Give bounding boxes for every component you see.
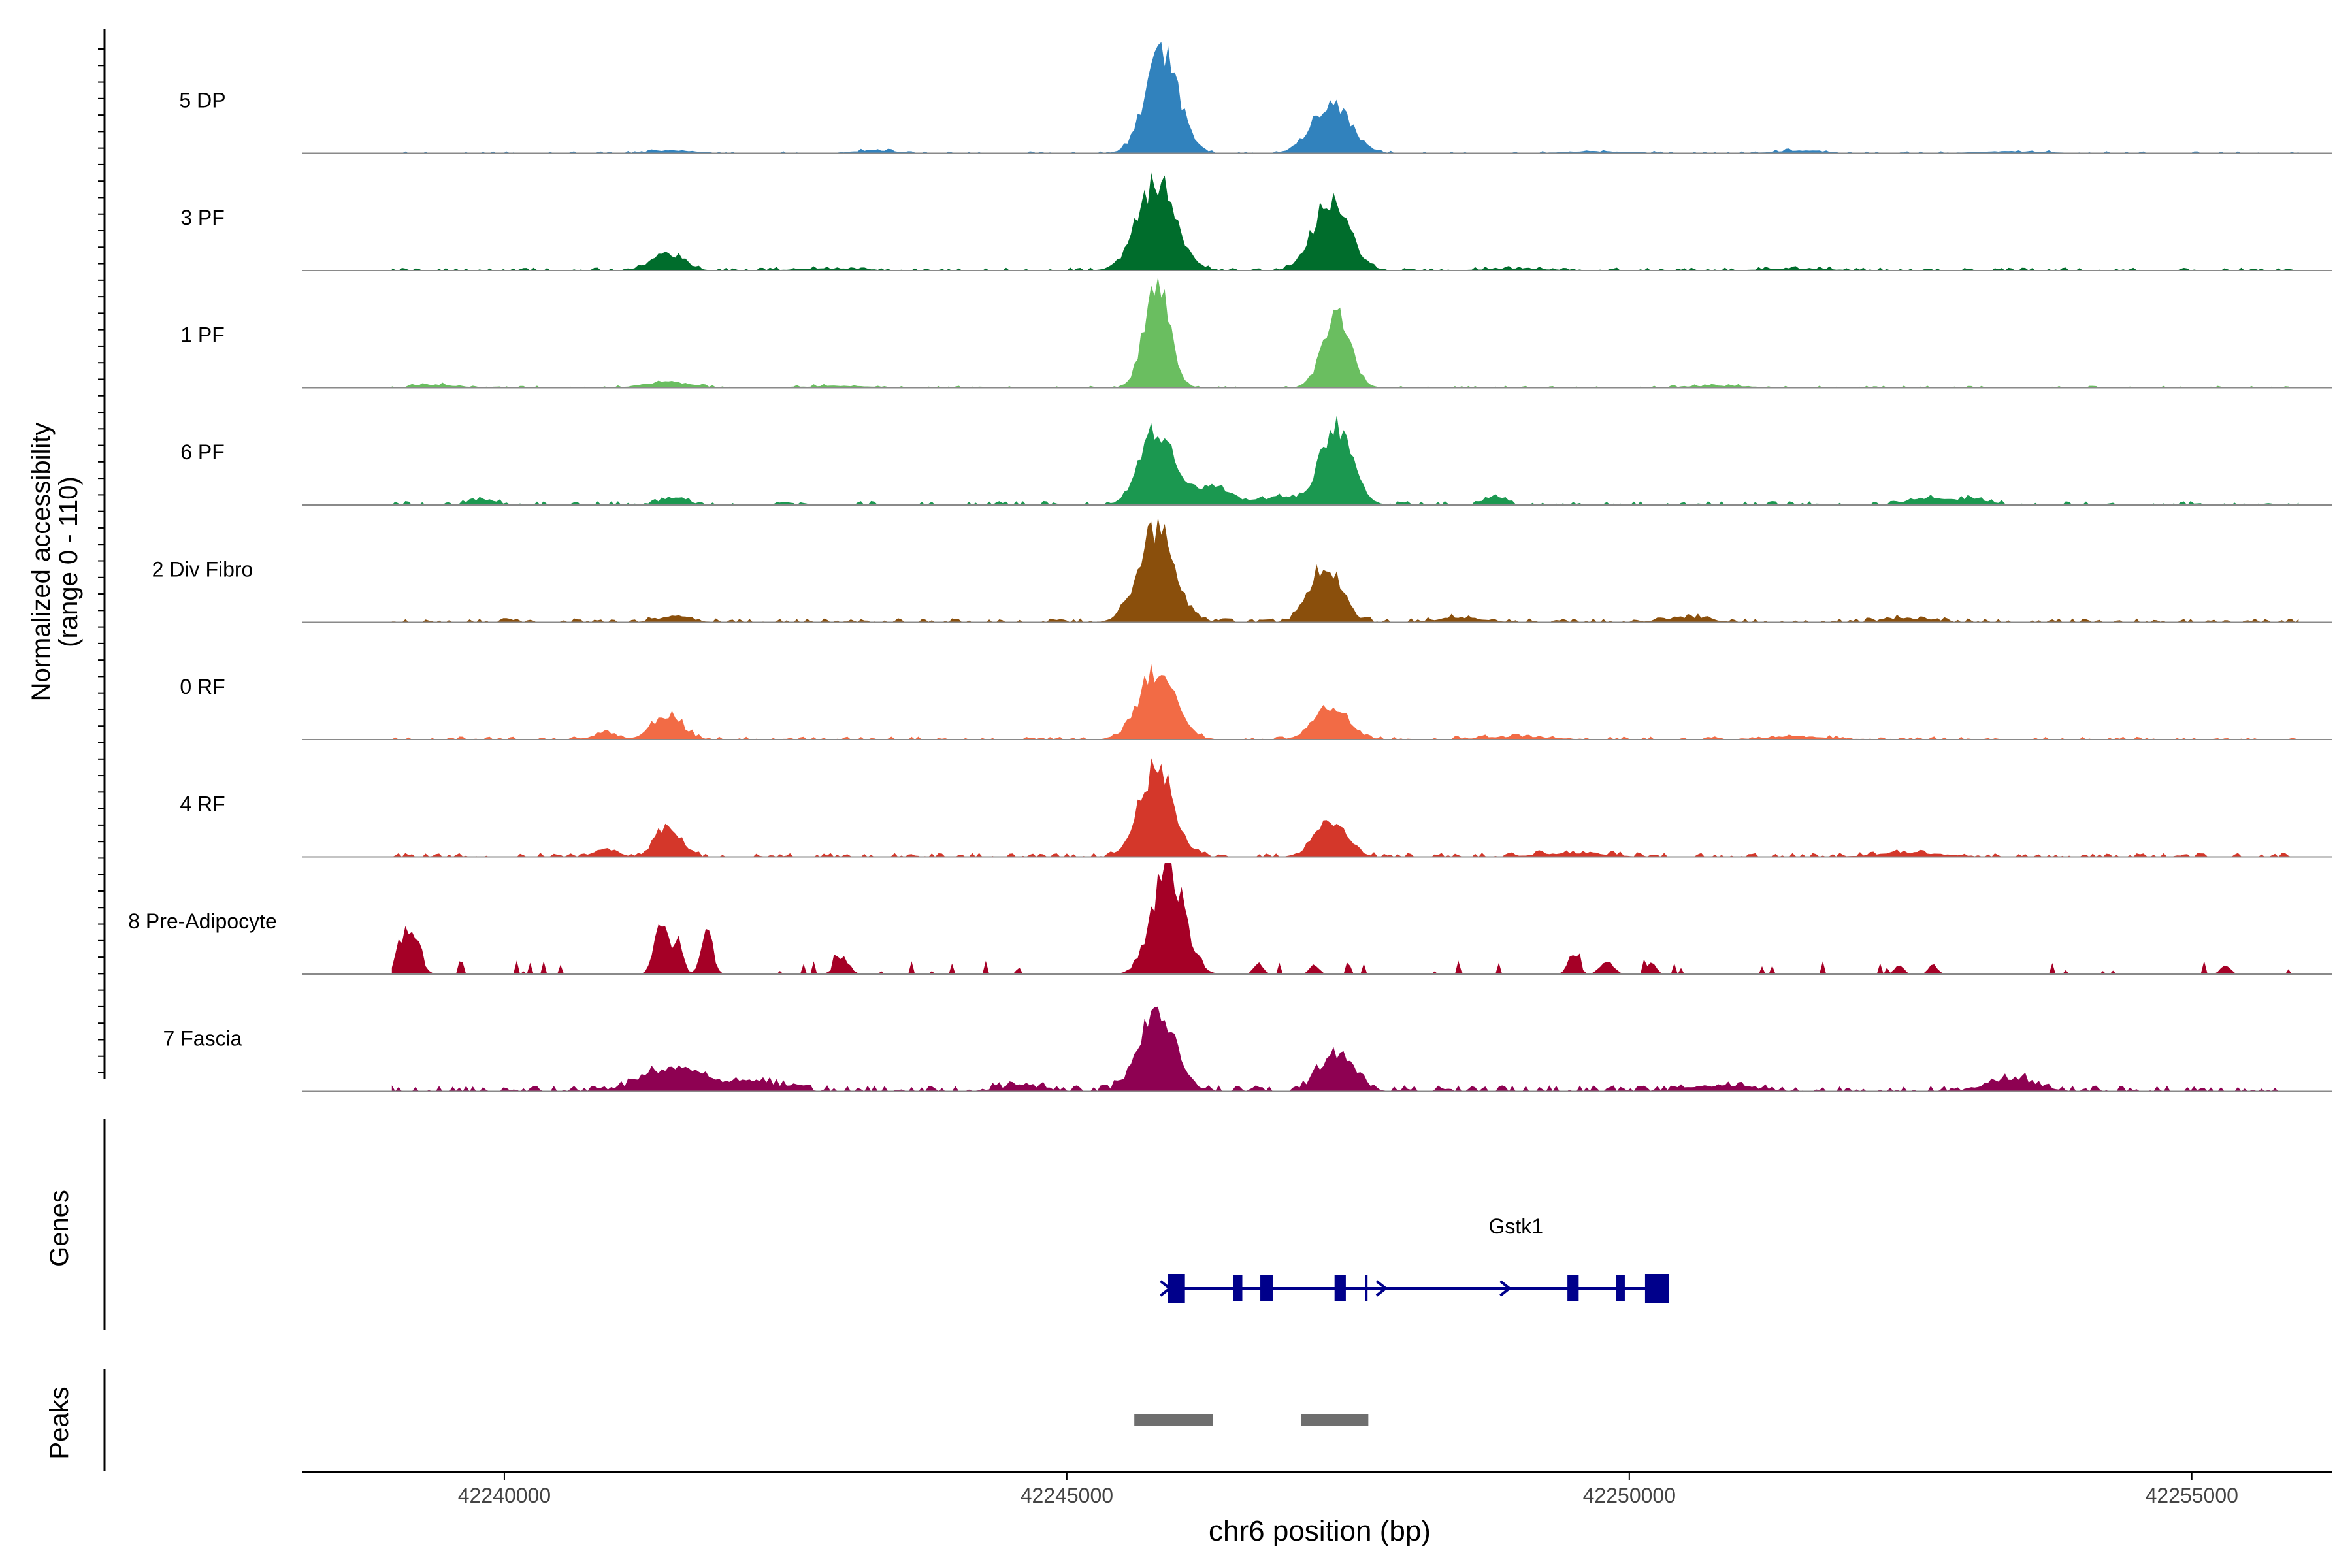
strand-arrow: [1499, 1280, 1512, 1297]
track-4-rf: 4 RF: [180, 758, 2332, 858]
x-axis-title: chr6 position (bp): [1209, 1515, 1431, 1547]
y-axis-title: Normalized accessibility: [27, 423, 56, 702]
signal-area: [391, 172, 2299, 270]
strand-arrow: [1375, 1280, 1388, 1297]
gene-name-label: Gstk1: [1489, 1215, 1544, 1238]
x-tick-label: 42255000: [2146, 1484, 2238, 1507]
signal-area: [391, 517, 2299, 623]
signal-area: [391, 415, 2299, 505]
peaks-track-label: Peaks: [45, 1386, 74, 1459]
peak-region: [1301, 1414, 1369, 1426]
track-label: 0 RF: [180, 675, 225, 698]
gene-exon: [1567, 1275, 1579, 1301]
peaks-track: [103, 1369, 1369, 1471]
track-2-div-fibro: 2 Div Fibro: [152, 517, 2332, 623]
track-6-pf: 6 PF: [180, 415, 2332, 506]
gene-exon: [1334, 1275, 1346, 1301]
signal-area: [391, 276, 2299, 388]
track-0-rf: 0 RF: [180, 664, 2332, 740]
accessibility-y-axis: [98, 29, 106, 1079]
track-1-pf: 1 PF: [180, 276, 2332, 389]
track-label: 2 Div Fibro: [152, 558, 253, 581]
gene-exon: [1365, 1275, 1368, 1301]
peak-region: [1134, 1414, 1213, 1426]
accessibility-tracks: 5 DP 3 PF 1 PF 6 PF 2 Div Fibro 0 RF 4 RF 8 Pre…: [128, 42, 2332, 1092]
gene-exon: [1616, 1275, 1625, 1301]
gene-exon: [1260, 1275, 1273, 1301]
signal-area: [391, 664, 2299, 740]
track-label: 7 Fascia: [163, 1027, 242, 1051]
strand-arrow: [1160, 1280, 1172, 1297]
signal-area: [391, 42, 2299, 154]
x-tick-label: 42250000: [1583, 1484, 1676, 1507]
x-axis: 42240000 42245000 42250000 42255000: [302, 1471, 2332, 1507]
gene-exon: [1233, 1275, 1243, 1301]
track-8-pre-adipocyte: 8 Pre-Adipocyte: [128, 863, 2332, 975]
y-axis-range-label: (range 0 - 110): [54, 476, 83, 647]
signal-area: [391, 758, 2299, 857]
signal-area: [391, 863, 2299, 974]
genes-track-label: Genes: [45, 1190, 74, 1267]
track-label: 5 DP: [179, 89, 225, 112]
genes-track: Gstk1: [103, 1119, 1669, 1330]
signal-area: [391, 1006, 2299, 1092]
x-tick-label: 42245000: [1021, 1484, 1113, 1507]
track-label: 6 PF: [180, 440, 225, 464]
track-5-dp: 5 DP: [179, 42, 2332, 154]
track-7-fascia: 7 Fascia: [163, 1006, 2332, 1092]
gene-exon: [1644, 1274, 1669, 1303]
track-3-pf: 3 PF: [180, 172, 2332, 271]
track-label: 4 RF: [180, 792, 225, 816]
track-label: 8 Pre-Adipocyte: [128, 909, 277, 933]
track-label: 3 PF: [180, 206, 225, 229]
track-label: 1 PF: [180, 323, 225, 347]
x-tick-label: 42240000: [458, 1484, 551, 1507]
